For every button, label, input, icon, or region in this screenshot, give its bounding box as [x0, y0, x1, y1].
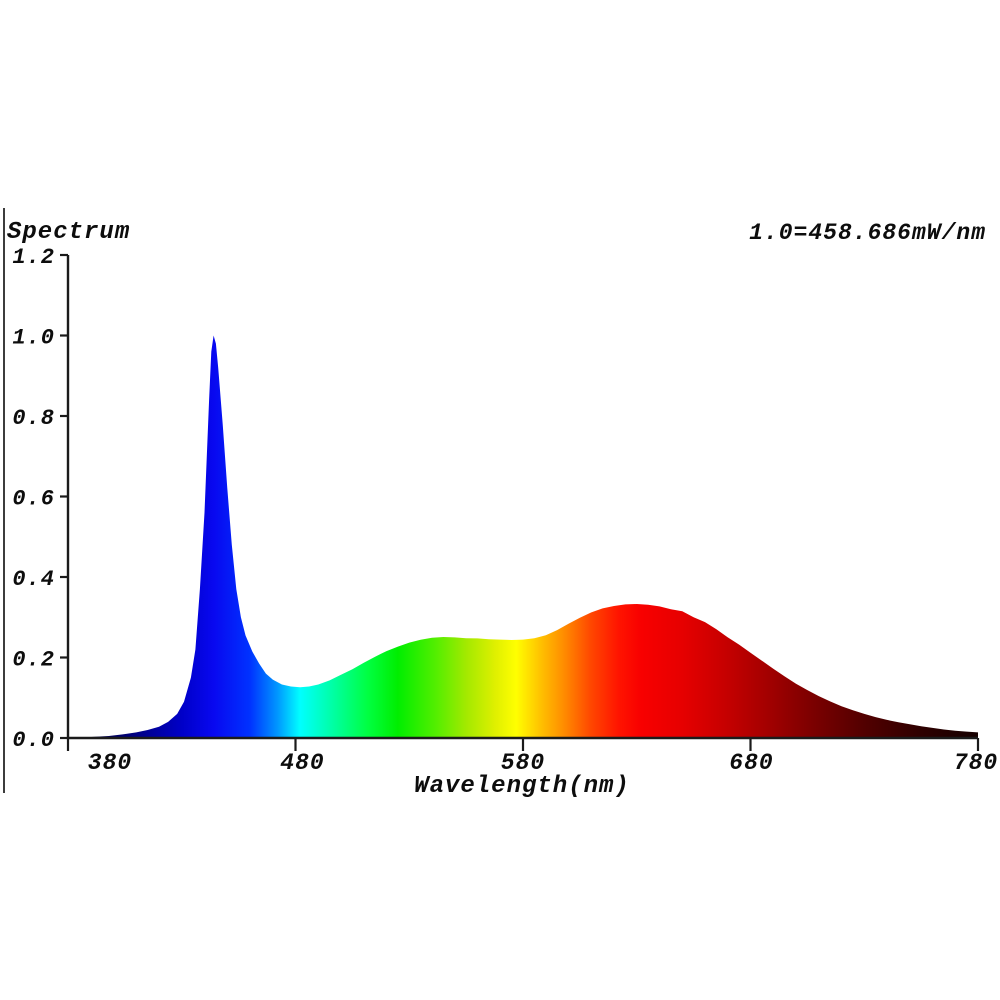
x-tick-label-380: 380 [88, 750, 132, 776]
x-tick-label-680: 680 [729, 750, 773, 776]
y-tick-label-0.0: 0.0 [12, 728, 55, 753]
y-tick-label-0.2: 0.2 [12, 648, 55, 673]
x-axis-labels: 380 480 580 680 780 [88, 750, 998, 776]
y-tick-label-0.6: 0.6 [12, 487, 55, 512]
x-tick-label-580: 580 [501, 750, 545, 776]
y-axis-ticks [60, 253, 68, 740]
x-axis-title: Wavelength(nm) [414, 773, 630, 800]
y-tick-label-0.4: 0.4 [12, 567, 55, 592]
chart-title: Spectrum [7, 219, 131, 246]
y-tick-label-0.8: 0.8 [12, 406, 55, 431]
x-tick-label-780: 780 [954, 750, 998, 776]
scale-note: 1.0=458.686mW/nm [749, 220, 986, 246]
x-tick-label-480: 480 [280, 750, 324, 776]
y-tick-label-1.0: 1.0 [12, 326, 55, 351]
spectrum-area-series [68, 335, 978, 738]
y-axis-labels: 0.0 0.2 0.4 0.6 0.8 1.0 1.2 [12, 245, 55, 753]
x-axis-ticks [66, 738, 980, 751]
y-tick-label-1.2: 1.2 [12, 245, 55, 270]
panel-left-border [3, 208, 5, 793]
